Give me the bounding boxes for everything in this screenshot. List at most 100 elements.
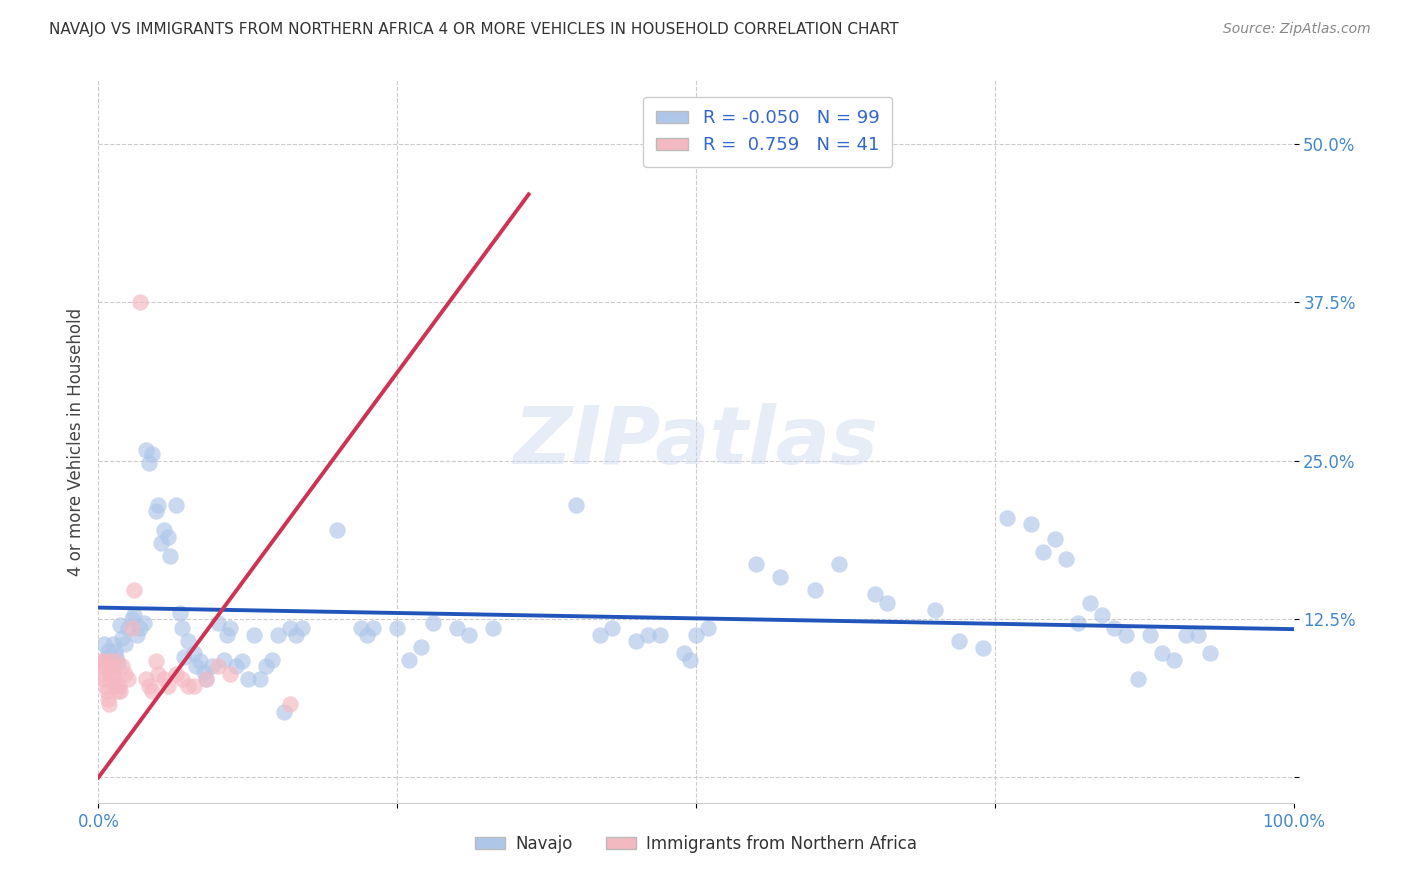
Point bbox=[149, 536, 172, 550]
Point bbox=[673, 646, 696, 660]
Point bbox=[97, 643, 120, 657]
Point bbox=[458, 628, 481, 642]
Point bbox=[291, 621, 314, 635]
Point bbox=[350, 621, 373, 635]
Point bbox=[267, 628, 290, 642]
Legend: Navajo, Immigrants from Northern Africa: Navajo, Immigrants from Northern Africa bbox=[468, 828, 924, 860]
Point bbox=[121, 612, 143, 626]
Point bbox=[97, 691, 120, 706]
Point bbox=[1032, 545, 1054, 559]
Text: Source: ZipAtlas.com: Source: ZipAtlas.com bbox=[1223, 22, 1371, 37]
Point bbox=[117, 672, 139, 686]
Point bbox=[103, 672, 125, 686]
Point bbox=[108, 618, 131, 632]
Point bbox=[924, 603, 946, 617]
Point bbox=[114, 666, 136, 681]
Point bbox=[177, 633, 200, 648]
Point bbox=[183, 679, 205, 693]
Point bbox=[1175, 628, 1198, 642]
Point bbox=[195, 672, 218, 686]
Point bbox=[117, 621, 139, 635]
Point bbox=[96, 650, 118, 665]
Point bbox=[273, 705, 295, 719]
Point bbox=[98, 654, 122, 668]
Point bbox=[156, 679, 179, 693]
Point bbox=[1091, 608, 1114, 623]
Point bbox=[98, 666, 122, 681]
Point bbox=[98, 650, 122, 665]
Point bbox=[278, 621, 301, 635]
Point bbox=[111, 631, 134, 645]
Point bbox=[212, 652, 235, 666]
Point bbox=[124, 582, 146, 597]
Point bbox=[105, 654, 128, 668]
Point bbox=[385, 621, 409, 635]
Point bbox=[100, 659, 122, 673]
Point bbox=[1199, 646, 1222, 660]
Point bbox=[1139, 628, 1161, 642]
Point bbox=[1104, 621, 1126, 635]
Point bbox=[1056, 552, 1078, 566]
Point bbox=[1019, 516, 1042, 531]
Point bbox=[1163, 652, 1185, 666]
Point bbox=[356, 628, 378, 642]
Point bbox=[745, 558, 768, 572]
Point bbox=[173, 650, 195, 665]
Point bbox=[165, 498, 187, 512]
Point bbox=[91, 666, 114, 681]
Point bbox=[193, 665, 215, 680]
Point bbox=[159, 549, 181, 563]
Point bbox=[107, 679, 129, 693]
Point bbox=[107, 657, 129, 671]
Point bbox=[481, 621, 505, 635]
Point bbox=[177, 679, 200, 693]
Point bbox=[249, 672, 271, 686]
Point bbox=[411, 640, 433, 654]
Point bbox=[804, 582, 827, 597]
Point bbox=[1043, 532, 1066, 546]
Point bbox=[679, 652, 702, 666]
Point bbox=[111, 659, 134, 673]
Point bbox=[129, 621, 152, 635]
Point bbox=[165, 666, 187, 681]
Point bbox=[1187, 628, 1209, 642]
Point bbox=[138, 456, 160, 470]
Point bbox=[697, 621, 720, 635]
Point bbox=[93, 637, 115, 651]
Point bbox=[169, 606, 191, 620]
Point bbox=[183, 646, 205, 660]
Point bbox=[231, 654, 253, 668]
Point bbox=[148, 498, 170, 512]
Point bbox=[626, 633, 648, 648]
Point bbox=[96, 684, 118, 698]
Text: ZIPatlas: ZIPatlas bbox=[513, 402, 879, 481]
Point bbox=[565, 498, 588, 512]
Point bbox=[145, 504, 167, 518]
Point bbox=[132, 615, 155, 630]
Point bbox=[97, 659, 120, 673]
Point bbox=[135, 672, 157, 686]
Point bbox=[876, 595, 898, 609]
Point bbox=[93, 672, 115, 686]
Point bbox=[225, 659, 247, 673]
Point bbox=[219, 666, 242, 681]
Point bbox=[278, 697, 301, 711]
Point bbox=[207, 615, 229, 630]
Point bbox=[101, 666, 124, 681]
Point bbox=[1152, 646, 1174, 660]
Point bbox=[108, 684, 131, 698]
Text: NAVAJO VS IMMIGRANTS FROM NORTHERN AFRICA 4 OR MORE VEHICLES IN HOUSEHOLD CORREL: NAVAJO VS IMMIGRANTS FROM NORTHERN AFRIC… bbox=[49, 22, 898, 37]
Point bbox=[637, 628, 659, 642]
Point bbox=[145, 654, 167, 668]
Point bbox=[172, 672, 194, 686]
Point bbox=[153, 523, 176, 537]
Point bbox=[138, 679, 160, 693]
Point bbox=[363, 621, 385, 635]
Point bbox=[217, 628, 239, 642]
Point bbox=[948, 633, 970, 648]
Point bbox=[972, 641, 994, 656]
Point bbox=[219, 621, 242, 635]
Point bbox=[326, 523, 349, 537]
Point bbox=[589, 628, 612, 642]
Point bbox=[124, 608, 146, 623]
